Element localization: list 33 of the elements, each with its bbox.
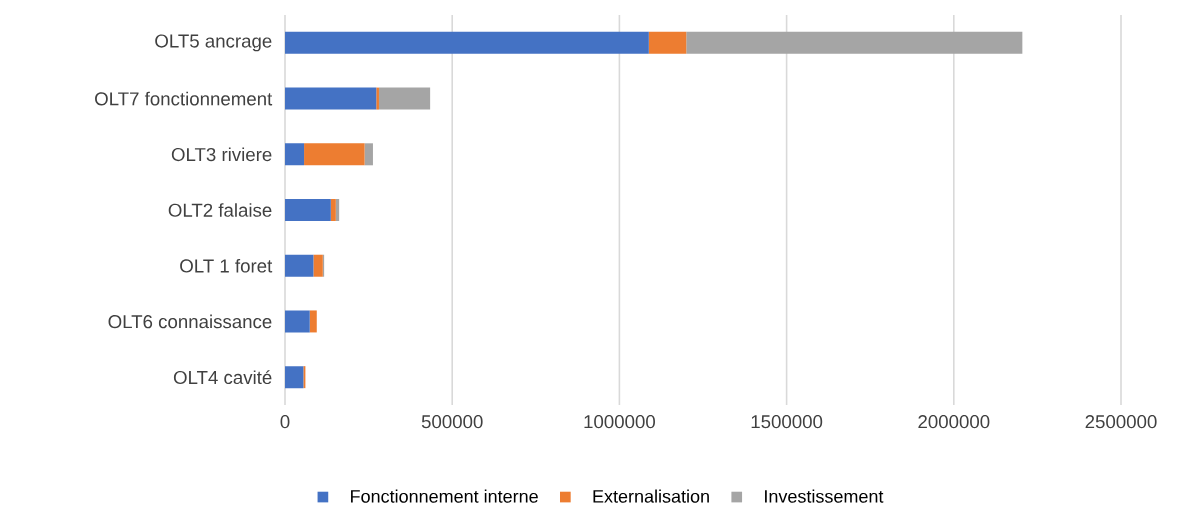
bar xyxy=(376,87,379,110)
legend-label: Fonctionnement interne xyxy=(351,489,538,503)
bar xyxy=(313,254,323,277)
bar xyxy=(285,87,377,110)
y-tick-label: OLT 1 foret xyxy=(180,258,273,273)
y-tick-label: OLT7 fonctionnement xyxy=(95,91,273,106)
x-tick-label: 2500000 xyxy=(1085,415,1157,429)
bar xyxy=(285,310,310,333)
bar xyxy=(285,143,305,166)
bar xyxy=(304,143,365,166)
bar xyxy=(285,366,304,389)
bar xyxy=(303,366,306,389)
y-tick-label: OLT4 cavité xyxy=(173,370,272,385)
bar xyxy=(285,254,314,277)
bar xyxy=(330,199,336,222)
x-tick-label: 0 xyxy=(280,415,290,429)
x-tick-label: 2000000 xyxy=(918,415,990,429)
legend-label: Externalisation xyxy=(593,489,709,503)
x-tick-label: 500000 xyxy=(421,415,483,429)
bar xyxy=(309,310,317,333)
bar xyxy=(364,143,373,166)
bar xyxy=(285,31,649,54)
x-tick-label: 1500000 xyxy=(751,415,823,429)
y-tick-label: OLT3 riviere xyxy=(171,147,272,162)
y-tick-label: OLT5 ancrage xyxy=(155,34,272,52)
legend-label: Investissement xyxy=(765,489,884,503)
bar xyxy=(686,31,1023,54)
bar xyxy=(285,199,331,222)
y-tick-label: OLT6 connaissance xyxy=(108,314,272,329)
x-tick-label: 1000000 xyxy=(584,415,655,429)
bar xyxy=(648,31,687,54)
y-tick-label: OLT2 falaise xyxy=(168,203,272,217)
bar xyxy=(378,87,431,110)
